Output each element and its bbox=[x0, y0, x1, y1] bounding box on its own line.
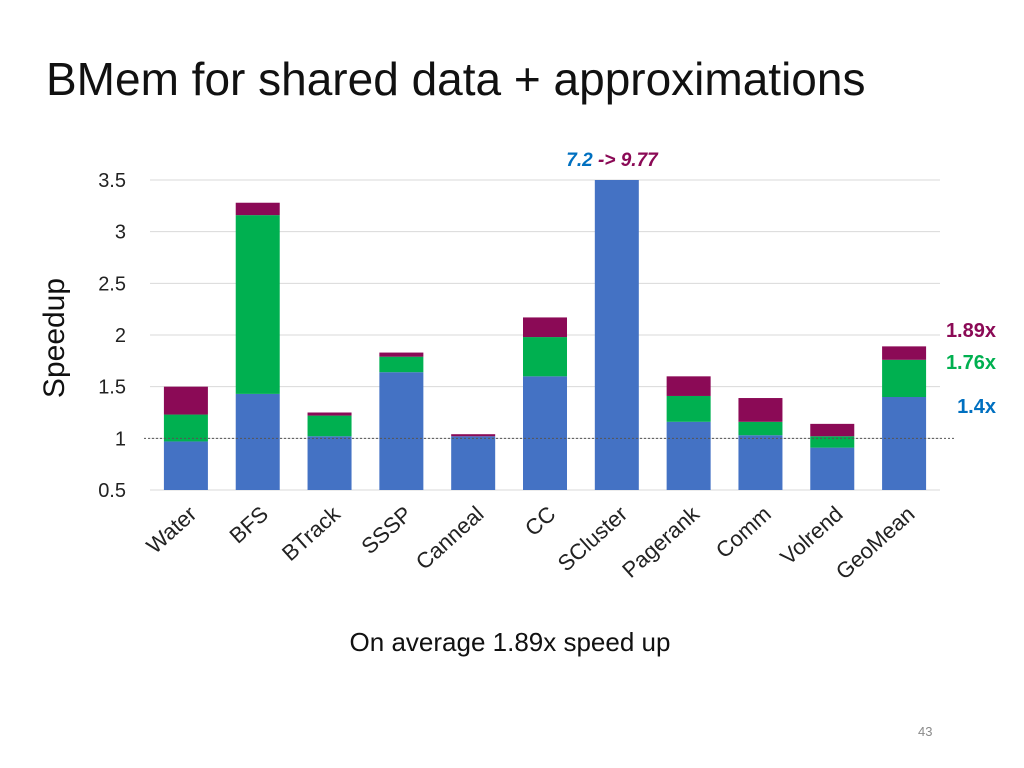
y-axis-label: Speedup bbox=[38, 278, 71, 398]
bar-base-btrack bbox=[307, 436, 352, 490]
geomean-label-0: 1.89x bbox=[946, 320, 996, 342]
y-tick-label: 3 bbox=[115, 222, 126, 244]
scluster-total-value: 9.77 bbox=[621, 150, 659, 171]
bar-base-water bbox=[163, 441, 208, 490]
bar-approx-bfs bbox=[235, 215, 280, 394]
y-tick-label: 2 bbox=[115, 325, 126, 347]
bars bbox=[163, 180, 927, 490]
bar-base-volrend bbox=[810, 447, 855, 490]
x-tick-label-comm: Comm bbox=[711, 501, 776, 563]
x-tick-label-geomean: GeoMean bbox=[831, 501, 920, 584]
y-tick-label: 3.5 bbox=[98, 170, 126, 192]
bar-shared-pagerank bbox=[666, 376, 711, 396]
geomean-label-1: 1.76x bbox=[946, 352, 996, 374]
average-speedup-caption: On average 1.89x speed up bbox=[349, 627, 671, 657]
bar-base-scluster bbox=[594, 180, 639, 490]
y-tick-label: 0.5 bbox=[98, 480, 126, 502]
bar-base-sssp bbox=[379, 372, 424, 490]
bar-approx-pagerank bbox=[666, 395, 711, 422]
bar-shared-cc bbox=[523, 317, 567, 338]
x-tick-label-cc: CC bbox=[520, 501, 560, 541]
bar-approx-sssp bbox=[379, 356, 424, 373]
bar-base-bfs bbox=[235, 393, 280, 490]
bar-base-canneal bbox=[451, 436, 496, 490]
bar-approx-water bbox=[163, 414, 208, 442]
scluster-base-value: 7.2 bbox=[566, 150, 593, 171]
bar-approx-cc bbox=[523, 337, 567, 377]
scluster-break-annotation: 7.2 -> 9.77 bbox=[566, 150, 659, 171]
speedup-chart: 0.5 1 1.5 2 2.5 3 3.5 Water BFS BTrack SSSPCannea… bbox=[38, 150, 996, 584]
bar-shared-volrend bbox=[810, 423, 855, 437]
x-tick-label-sssp: SSSP bbox=[356, 501, 416, 559]
x-tick-label-pagerank: Pagerank bbox=[617, 500, 704, 582]
y-tick-label: 1.5 bbox=[98, 377, 126, 399]
bar-approx-comm bbox=[738, 421, 783, 436]
geomean-label-2: 1.4x bbox=[957, 396, 996, 418]
x-tick-label-water: Water bbox=[142, 501, 202, 558]
bar-shared-comm bbox=[738, 398, 783, 422]
bar-approx-btrack bbox=[307, 415, 352, 437]
y-tick-labels: 0.5 1 1.5 2 2.5 3 3.5 bbox=[98, 170, 126, 502]
bar-base-cc bbox=[523, 376, 567, 490]
bar-shared-geomean bbox=[882, 346, 927, 360]
annotation-arrow: -> bbox=[598, 150, 615, 171]
x-tick-label-canneal: Canneal bbox=[411, 501, 489, 574]
y-tick-label: 2.5 bbox=[98, 273, 126, 295]
page-number: 43 bbox=[918, 724, 933, 739]
bar-approx-geomean bbox=[882, 359, 927, 397]
bar-base-geomean bbox=[882, 397, 927, 490]
bar-approx-volrend bbox=[810, 436, 855, 448]
bar-shared-bfs bbox=[235, 202, 280, 216]
bar-base-pagerank bbox=[666, 421, 711, 490]
bar-shared-canneal bbox=[451, 434, 496, 437]
x-tick-label-btrack: BTrack bbox=[277, 500, 346, 565]
x-tick-label-bfs: BFS bbox=[225, 501, 274, 548]
bar-shared-water bbox=[163, 386, 208, 415]
bar-shared-btrack bbox=[307, 412, 352, 416]
y-tick-label: 1 bbox=[115, 428, 126, 450]
annotations: 7.2 -> 9.77 1.89x 1.76x 1.4x bbox=[566, 150, 996, 418]
bar-shared-sssp bbox=[379, 352, 424, 357]
bar-base-comm bbox=[738, 435, 783, 490]
slide-title: BMem for shared data + approximations bbox=[46, 53, 866, 105]
